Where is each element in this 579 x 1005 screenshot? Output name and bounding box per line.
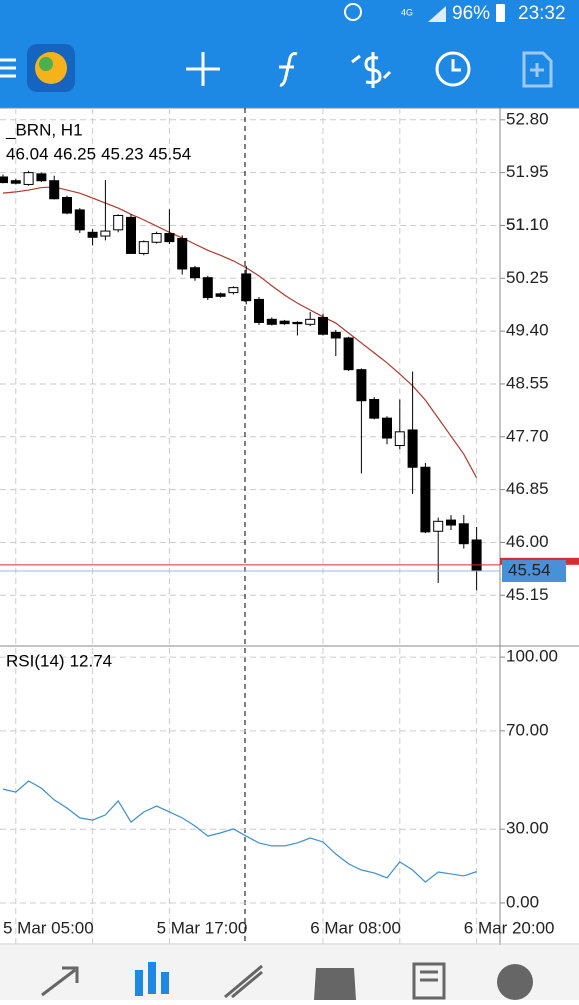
candle-body bbox=[356, 369, 367, 402]
candle-body bbox=[266, 318, 277, 325]
candle-body bbox=[420, 466, 431, 533]
rsi-line bbox=[2, 780, 477, 883]
ohlc-value: 46.25 bbox=[54, 144, 97, 163]
chart-title: _BRN, H1 bbox=[5, 120, 83, 139]
trade-tab[interactable] bbox=[224, 964, 263, 999]
candle-body bbox=[279, 320, 290, 325]
candle-body bbox=[202, 277, 213, 299]
chat-tab[interactable] bbox=[497, 964, 533, 1000]
app-bar bbox=[0, 0, 579, 108]
y-tick-label: 46.00 bbox=[506, 532, 549, 551]
chart-layer: 52.80 51.95 51.151.10 50.25 49.40 48.55 47.70 4… bbox=[0, 108, 579, 944]
battery: 96% bbox=[452, 3, 490, 24]
x-tick-label: 6 Mar 20:00 bbox=[464, 918, 555, 937]
candle-body bbox=[23, 172, 34, 185]
candle-body bbox=[177, 238, 188, 270]
y-tick-label: 30.00 bbox=[506, 819, 549, 838]
bottom-nav bbox=[0, 945, 579, 1000]
candle-body bbox=[292, 321, 303, 325]
crosshair-button[interactable] bbox=[186, 52, 220, 86]
indicator-value: 12.74 bbox=[70, 651, 113, 670]
candle-body bbox=[138, 241, 149, 254]
candle-body bbox=[74, 209, 85, 231]
candle-body bbox=[458, 523, 469, 545]
candle-body bbox=[151, 233, 162, 243]
y-tick-label: 49.40 bbox=[506, 321, 549, 340]
candle-body bbox=[113, 215, 124, 231]
alarm-icon bbox=[344, 3, 362, 21]
ohlc-value: 45.54 bbox=[149, 144, 192, 163]
candle-body bbox=[254, 298, 264, 323]
clock: 23:32 bbox=[518, 3, 566, 24]
candle-body bbox=[228, 287, 239, 294]
candle-body bbox=[471, 539, 482, 572]
candle-body bbox=[87, 231, 98, 238]
ohlc-value: 46.04 bbox=[6, 144, 49, 163]
network: 4G bbox=[401, 7, 413, 17]
candle-body bbox=[241, 273, 252, 302]
candle-body bbox=[305, 318, 316, 325]
y-tick-label: 0.00 bbox=[506, 892, 539, 911]
chart-tab[interactable] bbox=[135, 962, 169, 996]
candle-body bbox=[10, 180, 21, 184]
candle-body bbox=[190, 267, 200, 279]
y-tick-label: 51.1 bbox=[506, 215, 539, 234]
battery-icon bbox=[496, 4, 505, 22]
y-tick-label: 100.00 bbox=[506, 647, 558, 666]
candle-body bbox=[164, 233, 175, 243]
candle-body bbox=[433, 520, 444, 532]
candle-body bbox=[446, 519, 456, 526]
moving-average-line bbox=[2, 186, 478, 479]
timeframe-button[interactable] bbox=[435, 51, 471, 87]
bid-label-bg bbox=[502, 560, 566, 583]
y-tick-label: 45.15 bbox=[506, 585, 549, 604]
y-tick-label: 52.80 bbox=[506, 109, 549, 128]
candle-body bbox=[369, 398, 380, 419]
y-tick-label: 46.85 bbox=[506, 479, 549, 498]
candle-body bbox=[382, 417, 392, 439]
y-tick-label: 48.55 bbox=[506, 373, 549, 392]
candle-body bbox=[318, 316, 328, 335]
ohlc-value: 45.23 bbox=[101, 144, 144, 163]
candle-body bbox=[394, 431, 405, 446]
candle-body bbox=[407, 429, 418, 468]
x-tick-label: 5 Mar 05:00 bbox=[3, 918, 94, 937]
candle-body bbox=[36, 173, 47, 182]
candle-body bbox=[126, 216, 136, 254]
x-tick-label: 5 Mar 17:00 bbox=[157, 918, 248, 937]
trade-button[interactable] bbox=[351, 52, 392, 88]
app-logo[interactable] bbox=[27, 44, 75, 92]
bid-label: 45.54 bbox=[508, 561, 551, 580]
news-tab[interactable] bbox=[412, 962, 446, 1000]
candle-body bbox=[343, 337, 354, 371]
new-order-button[interactable] bbox=[522, 51, 553, 88]
history-tab[interactable] bbox=[314, 968, 356, 1000]
y-tick-label: 51.10 bbox=[506, 215, 549, 234]
y-tick-label: 50.25 bbox=[506, 268, 549, 287]
quotes-tab[interactable] bbox=[41, 966, 79, 997]
candle-body bbox=[100, 230, 111, 237]
indicators-button[interactable] bbox=[279, 52, 298, 87]
menu-button[interactable] bbox=[0, 58, 16, 78]
signal-icon bbox=[428, 6, 446, 22]
y-tick-label: 51.95 bbox=[506, 162, 549, 181]
candle-body bbox=[49, 180, 60, 200]
indicator-title: RSI(14) bbox=[6, 651, 65, 670]
candle-body bbox=[330, 331, 341, 339]
candle-body bbox=[62, 197, 72, 214]
candle-body bbox=[0, 176, 8, 184]
candle-body bbox=[215, 293, 226, 297]
y-tick-label: 47.70 bbox=[506, 426, 549, 445]
x-tick-label: 6 Mar 08:00 bbox=[310, 918, 401, 937]
y-tick-label: 70.00 bbox=[506, 720, 549, 739]
